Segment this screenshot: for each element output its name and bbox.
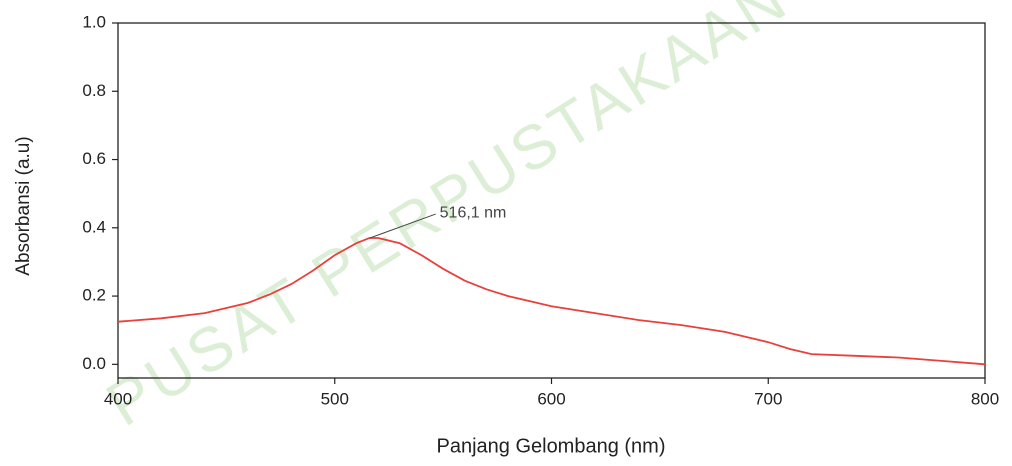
x-tick-label: 500: [321, 389, 349, 408]
x-axis-label: Panjang Gelombang (nm): [436, 435, 665, 457]
y-tick-label: 1.0: [82, 12, 106, 31]
y-tick-label: 0.6: [82, 149, 106, 168]
annotation-leader: [369, 213, 436, 239]
data-line: [117, 237, 986, 366]
x-tick-label: 600: [537, 389, 565, 408]
x-tick-label: 700: [754, 389, 782, 408]
x-tick-label: 400: [104, 389, 132, 408]
y-tick-label: 0.4: [82, 217, 106, 236]
y-axis-label: Absorbansi (a.u): [13, 136, 34, 275]
annotation: 516,1 nm: [440, 204, 507, 221]
y-tick-label: 0.2: [82, 286, 106, 305]
x-tick-label: 800: [971, 389, 999, 408]
y-tick-label: 0.8: [82, 81, 106, 100]
y-tick-label: 0.0: [82, 354, 106, 373]
